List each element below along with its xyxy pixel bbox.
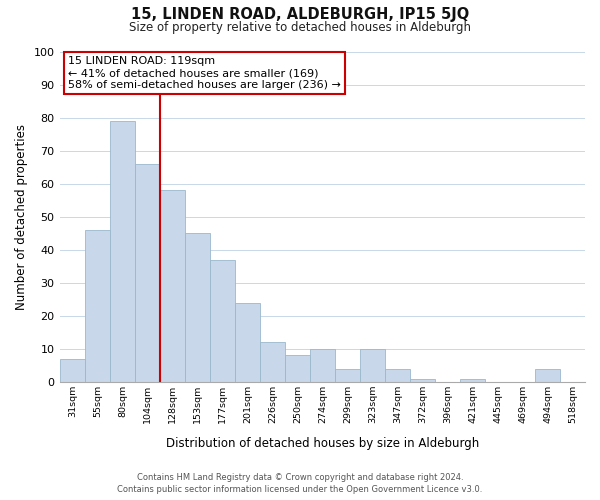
Bar	[260, 342, 285, 382]
Bar	[160, 190, 185, 382]
Bar	[385, 368, 410, 382]
Bar	[310, 349, 335, 382]
Bar	[335, 368, 360, 382]
Bar	[210, 260, 235, 382]
Text: 15 LINDEN ROAD: 119sqm
← 41% of detached houses are smaller (169)
58% of semi-de: 15 LINDEN ROAD: 119sqm ← 41% of detached…	[68, 56, 341, 90]
Bar	[410, 378, 435, 382]
Text: Size of property relative to detached houses in Aldeburgh: Size of property relative to detached ho…	[129, 21, 471, 34]
Bar	[535, 368, 560, 382]
Bar	[285, 356, 310, 382]
Y-axis label: Number of detached properties: Number of detached properties	[15, 124, 28, 310]
X-axis label: Distribution of detached houses by size in Aldeburgh: Distribution of detached houses by size …	[166, 437, 479, 450]
Bar	[360, 349, 385, 382]
Text: Contains HM Land Registry data © Crown copyright and database right 2024.
Contai: Contains HM Land Registry data © Crown c…	[118, 472, 482, 494]
Text: 15, LINDEN ROAD, ALDEBURGH, IP15 5JQ: 15, LINDEN ROAD, ALDEBURGH, IP15 5JQ	[131, 8, 469, 22]
Bar	[85, 230, 110, 382]
Bar	[460, 378, 485, 382]
Bar	[110, 121, 135, 382]
Bar	[235, 302, 260, 382]
Bar	[185, 233, 210, 382]
Bar	[135, 164, 160, 382]
Bar	[60, 358, 85, 382]
